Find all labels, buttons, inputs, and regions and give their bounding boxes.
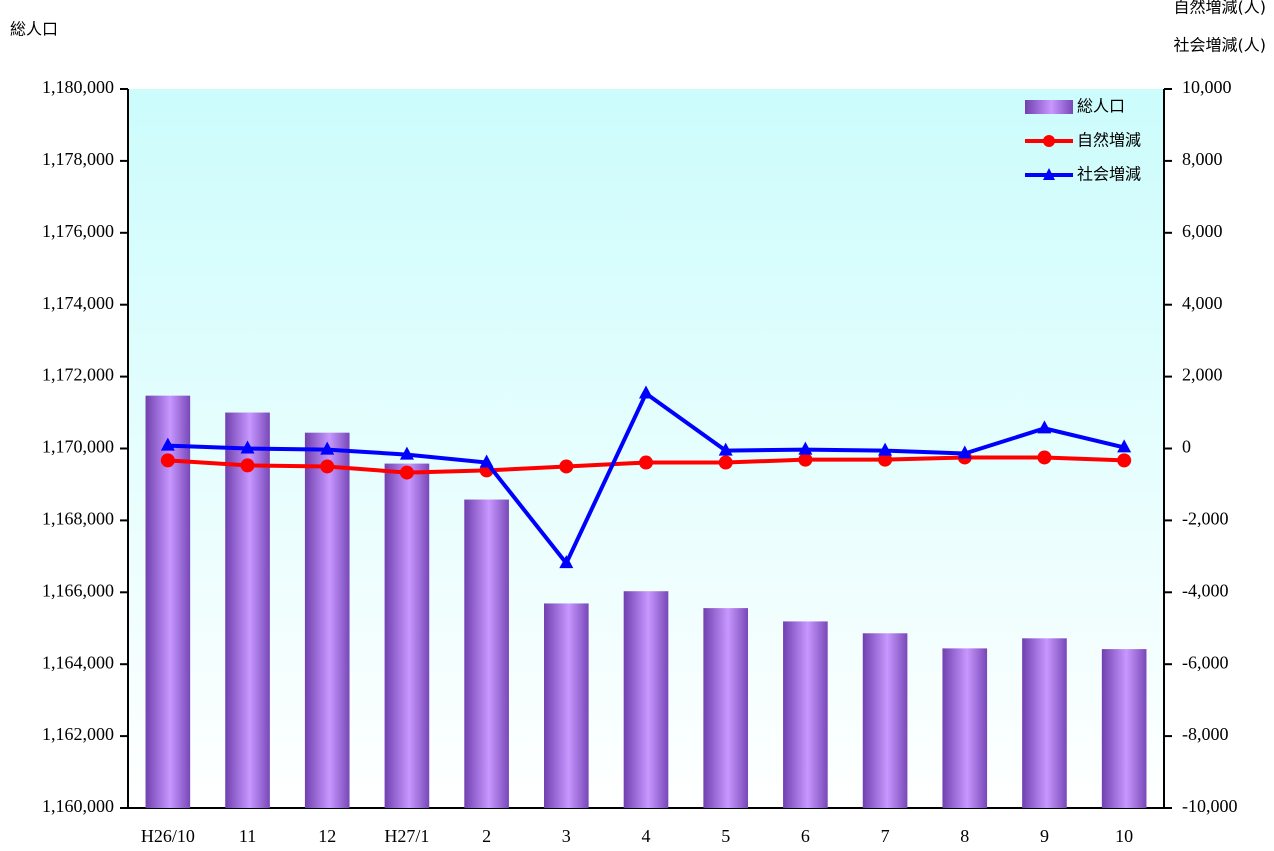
y-tick-label: 1,178,000 — [42, 149, 114, 169]
y-tick-label: 1,174,000 — [42, 293, 114, 313]
y2-tick-label: 2,000 — [1182, 365, 1223, 385]
legend-marker — [1043, 168, 1055, 180]
point — [320, 441, 335, 455]
y-tick-label: 1,160,000 — [42, 796, 114, 816]
y2-tick-label: 10,000 — [1182, 77, 1232, 97]
x-tick-label: 11 — [239, 826, 256, 846]
x-tick-label: 4 — [642, 826, 651, 846]
x-tick-label: 12 — [318, 826, 336, 846]
y2-tick-label: 0 — [1182, 437, 1191, 457]
point — [957, 445, 972, 459]
y2-tick-label: -10,000 — [1182, 796, 1238, 816]
bar — [703, 608, 749, 808]
y2-tick-label: 8,000 — [1182, 149, 1223, 169]
x-tick-label: 5 — [721, 826, 730, 846]
point — [1117, 453, 1132, 468]
bar — [384, 463, 430, 808]
bar — [1022, 638, 1067, 808]
bar — [783, 621, 828, 808]
x-tick-label: 8 — [960, 826, 969, 846]
point — [479, 454, 494, 468]
x-tick-label: 2 — [482, 826, 491, 846]
point — [559, 459, 574, 474]
x-tick-label: H27/1 — [384, 826, 429, 846]
point — [240, 458, 255, 473]
y-tick-label: 1,180,000 — [42, 77, 114, 97]
point — [1037, 450, 1052, 465]
bar — [543, 603, 589, 808]
point — [160, 453, 175, 468]
y2-tick-label: -4,000 — [1182, 580, 1229, 600]
y-tick-label: 1,172,000 — [42, 365, 114, 385]
x-tick-label: 9 — [1040, 826, 1049, 846]
point — [399, 446, 414, 460]
y2-tick-label: -6,000 — [1182, 652, 1229, 672]
point — [559, 555, 574, 569]
point — [160, 437, 175, 451]
bar — [304, 432, 350, 808]
point — [798, 441, 813, 455]
legend-marker — [1043, 135, 1055, 147]
point — [639, 455, 653, 470]
legend-label: 総人口 — [1077, 97, 1125, 116]
x-tick-label: 10 — [1115, 826, 1133, 846]
legend-label: 自然増減 — [1077, 131, 1141, 150]
y2-tick-label: -2,000 — [1182, 509, 1229, 529]
y-tick-label: 1,176,000 — [42, 221, 114, 241]
bar — [225, 412, 270, 808]
point — [878, 452, 893, 467]
x-tick-label: 7 — [881, 826, 890, 846]
y-tick-label: 1,166,000 — [42, 580, 114, 600]
x-tick-label: H26/10 — [141, 826, 195, 846]
point — [1117, 439, 1132, 453]
y2-tick-label: 6,000 — [1182, 221, 1223, 241]
y2-tick-label: 4,000 — [1182, 293, 1223, 313]
y2-tick-label: -8,000 — [1182, 724, 1229, 744]
y-tick-label: 1,168,000 — [42, 509, 114, 529]
y2-axis-title: 社会増減(人) — [1174, 36, 1267, 55]
point — [399, 465, 414, 480]
bar — [464, 499, 509, 808]
y-tick-label: 1,164,000 — [42, 652, 114, 672]
x-tick-label: 6 — [801, 826, 810, 846]
point — [718, 442, 733, 456]
point — [878, 442, 893, 456]
point — [240, 440, 255, 454]
x-tick-label: 3 — [562, 826, 571, 846]
bar — [1101, 649, 1147, 808]
bar — [623, 591, 669, 808]
point — [718, 455, 733, 470]
y2-axis-title: 自然増減(人) — [1174, 0, 1267, 17]
y-tick-label: 1,170,000 — [42, 437, 114, 457]
legend-swatch — [1025, 100, 1073, 114]
bar — [942, 648, 988, 808]
y-axis-title: 総人口 — [10, 20, 58, 39]
bar — [862, 633, 908, 808]
point — [639, 385, 653, 399]
y-tick-label: 1,162,000 — [42, 724, 114, 744]
point — [1037, 420, 1052, 434]
point — [320, 459, 335, 474]
point — [798, 452, 813, 467]
legend-label: 社会増減 — [1077, 165, 1141, 184]
